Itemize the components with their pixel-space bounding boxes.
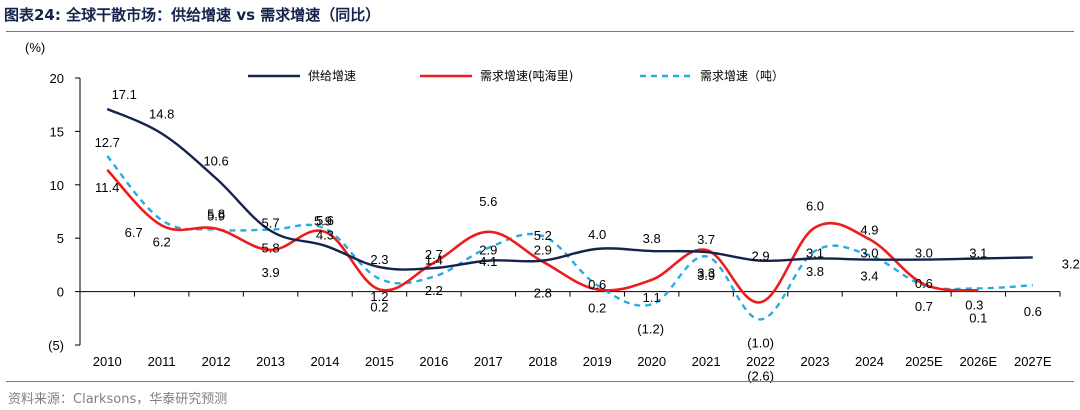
data-label-s3: 5.8 (207, 207, 225, 222)
x-tick-label: 2024 (855, 354, 884, 369)
y-axis-label: (%) (25, 40, 45, 55)
data-label-s3: (2.6) (747, 368, 774, 383)
data-label-s2: 2.8 (534, 286, 552, 301)
data-label-s2: 1.1 (643, 290, 661, 305)
x-tick-label: 2026E (960, 354, 998, 369)
data-label-s1: 3.2 (1062, 256, 1080, 271)
data-label-s2: (1.0) (747, 335, 774, 350)
data-label-s3: 12.7 (95, 135, 120, 150)
data-label-s2: 5.6 (316, 213, 334, 228)
legend-label: 需求增速(吨海里) (480, 68, 573, 83)
x-tick-label: 2017 (474, 354, 503, 369)
data-label-s1: 2.3 (370, 252, 388, 267)
data-label-s2: 3.9 (262, 265, 280, 280)
data-label-s3: 1.2 (370, 289, 388, 304)
title-rule (6, 3, 1074, 32)
x-tick-label: 2013 (256, 354, 285, 369)
x-tick-label: 2025E (905, 354, 943, 369)
data-label-s1: 2.9 (479, 243, 497, 258)
series-line-1 (106, 107, 1033, 271)
data-label-s1: 3.1 (969, 245, 987, 260)
data-label-s3: 3.8 (806, 264, 824, 279)
data-label-s1: 3.8 (643, 231, 661, 246)
data-label-s1: 4.3 (316, 228, 334, 243)
data-label-s2: 5.6 (479, 194, 497, 209)
data-label-s1: 3.7 (697, 232, 715, 247)
data-label-s2: 0.2 (370, 299, 388, 314)
data-label-s1: 14.8 (149, 107, 174, 122)
y-tick-label: (5) (48, 338, 64, 353)
data-label-s3: 5.9 (314, 214, 332, 229)
y-tick-label: 0 (57, 285, 64, 300)
legend-label: 需求增速（吨） (700, 69, 784, 83)
data-label-s2: 4.9 (860, 222, 878, 237)
data-label-s3: 0.6 (915, 276, 933, 291)
x-tick-label: 2010 (93, 354, 122, 369)
data-label-s2: 5.9 (207, 209, 225, 224)
data-label-s1: 10.6 (203, 153, 228, 168)
x-tick-label: 2015 (365, 354, 394, 369)
data-label-s1: 2.9 (752, 249, 770, 264)
x-tick-label: 2014 (311, 354, 340, 369)
data-label-s3: 6.7 (125, 225, 143, 240)
data-label-s3: 3.4 (860, 268, 878, 283)
data-label-s3: 3.3 (697, 265, 715, 280)
data-label-s1: 17.1 (112, 87, 137, 102)
data-label-s1: 2.9 (534, 243, 552, 258)
data-label-s1: 4.0 (588, 227, 606, 242)
data-label-s3: 0.3 (965, 297, 983, 312)
data-label-s1: 5.7 (262, 216, 280, 231)
data-label-s2: 0.2 (588, 300, 606, 315)
data-label-s2: 11.4 (95, 180, 119, 195)
data-label-s2: 6.2 (153, 234, 171, 249)
y-tick-label: 20 (50, 71, 64, 86)
data-label-s3: 0.6 (588, 277, 606, 292)
data-label-s1: 2.2 (425, 283, 443, 298)
chart-series (106, 107, 1033, 321)
data-label-s2: 3.9 (697, 268, 715, 283)
data-label-s2: 0.7 (915, 299, 933, 314)
y-tick-label: 5 (57, 231, 64, 246)
data-label-s1: 3.1 (806, 245, 824, 260)
x-tick-label: 2021 (692, 354, 721, 369)
data-label-s2: 2.7 (425, 247, 443, 262)
legend: 供给增速 需求增速(吨海里) 需求增速（吨） (248, 68, 784, 83)
data-label-s3: 4.1 (479, 254, 497, 269)
data-label-s3: 0.6 (1024, 304, 1042, 319)
y-tick-label: 15 (50, 124, 64, 139)
x-tick-label: 2011 (148, 354, 176, 369)
data-label-s3: 5.8 (262, 241, 280, 256)
x-tick-label: 2012 (202, 354, 231, 369)
legend-label: 供给增速 (308, 69, 356, 83)
x-tick-label: 2022 (746, 354, 775, 369)
x-tick-label: 2020 (637, 354, 666, 369)
data-label-s2: 0.1 (969, 311, 987, 326)
data-label-s3: 1.4 (425, 253, 443, 268)
x-tick-label: 2019 (583, 354, 612, 369)
x-tick-label: 2023 (801, 354, 830, 369)
y-tick-label: 10 (50, 178, 64, 193)
source-note: 资料来源：Clarksons，华泰研究预测 (8, 392, 228, 407)
data-label-s3: 5.2 (534, 228, 552, 243)
data-label-s2: 6.0 (806, 199, 824, 214)
chart-axes: (5) 0 5 10 15 20 (%) 2010 2011 2012 2013 2014 2015 20… (25, 40, 1061, 369)
x-tick-label: 2018 (528, 354, 557, 369)
x-tick-label: 2027E (1014, 354, 1052, 369)
source-rule (6, 381, 1074, 382)
data-labels: 17.1 14.8 10.6 5.7 4.3 2.3 2.2 2.9 2.9 4.0 3.8 3.7 2… (95, 87, 1080, 383)
data-label-s1: 3.0 (860, 246, 878, 261)
figure-title: 图表24: 全球干散市场：供给增速 vs 需求增速（同比） (4, 6, 381, 24)
data-label-s3: (1.2) (637, 321, 664, 336)
data-label-s1: 3.0 (915, 246, 933, 261)
x-tick-label: 2016 (419, 354, 448, 369)
